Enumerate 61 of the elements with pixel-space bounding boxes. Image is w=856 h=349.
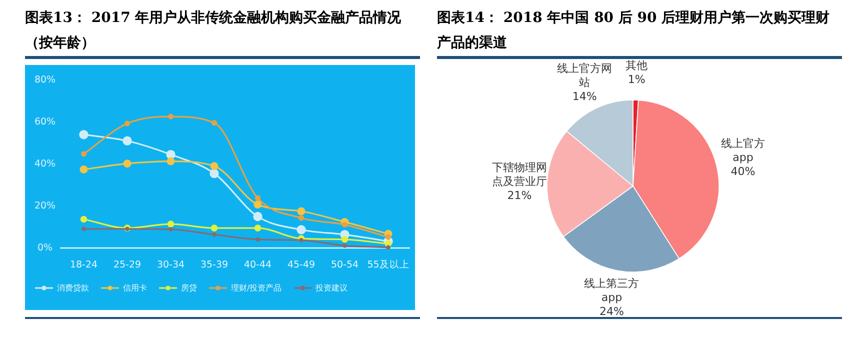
y-tick-label: 0% (37, 242, 53, 254)
point (254, 224, 262, 232)
point (168, 227, 173, 232)
data-label: 21% (506, 189, 533, 204)
x-tick-label: 30-34 (156, 260, 185, 270)
point (210, 162, 218, 170)
point (342, 243, 347, 248)
point (210, 224, 218, 232)
point (212, 232, 216, 237)
y-tick-label: 60% (34, 116, 56, 128)
point (385, 234, 392, 240)
slice-label: 线上官方app (720, 136, 766, 165)
chart-title: 图表14： 2018 年中国 80 后 90 后理财用户第一次购买理财产品的渠道 (437, 8, 831, 53)
point (341, 236, 348, 243)
point (80, 165, 88, 174)
slice-label: 下辖物理网点及营业厅 (491, 161, 548, 190)
point (254, 195, 261, 201)
point (254, 200, 262, 209)
point (80, 151, 87, 157)
slice-label: 其他 (626, 58, 648, 72)
data-label: 1% (628, 72, 646, 86)
y-tick-label: 40% (34, 158, 56, 170)
x-tick-label: 35-39 (200, 260, 228, 270)
point (211, 120, 218, 126)
legend-label: 信用卡 (123, 284, 147, 292)
point (210, 168, 219, 178)
point (253, 212, 262, 222)
point (297, 207, 306, 216)
x-tick-label: 25-29 (113, 260, 142, 270)
slice-label: 线上第三方app (583, 276, 640, 304)
chart-title: 图表13： 2017 年用户从非传统金融机构购买金融产品情况（按年龄） (25, 8, 402, 53)
point (124, 120, 130, 126)
x-tick-label: 45-49 (287, 260, 316, 270)
point (342, 222, 348, 228)
point (80, 216, 88, 223)
legend-label: 投资建议 (314, 284, 348, 292)
point (122, 136, 132, 146)
point (123, 160, 132, 168)
slice-label: 线上官方网站 (556, 62, 614, 90)
legend-label: 房贷 (181, 284, 197, 292)
x-tick-label: 40-44 (244, 260, 272, 270)
data-label: 40% (730, 164, 756, 179)
data-label: 14% (571, 90, 598, 104)
point (298, 215, 304, 221)
point (166, 157, 175, 166)
data-label: 24% (598, 304, 625, 318)
point (167, 220, 174, 228)
y-tick-label: 20% (34, 200, 56, 212)
point (256, 237, 260, 242)
point (79, 130, 88, 140)
point (82, 226, 86, 232)
legend-label: 消费贷款 (57, 284, 89, 292)
x-tick-label: 18-24 (70, 260, 98, 270)
y-tick-label: 80% (34, 74, 56, 86)
x-tick-label: 50-54 (330, 260, 359, 270)
legend-label: 理财/投资产品 (231, 284, 282, 292)
x-tick-label: 55及以上 (367, 258, 410, 270)
point (168, 114, 174, 120)
point (296, 225, 306, 234)
point (386, 245, 390, 250)
point (299, 238, 304, 242)
